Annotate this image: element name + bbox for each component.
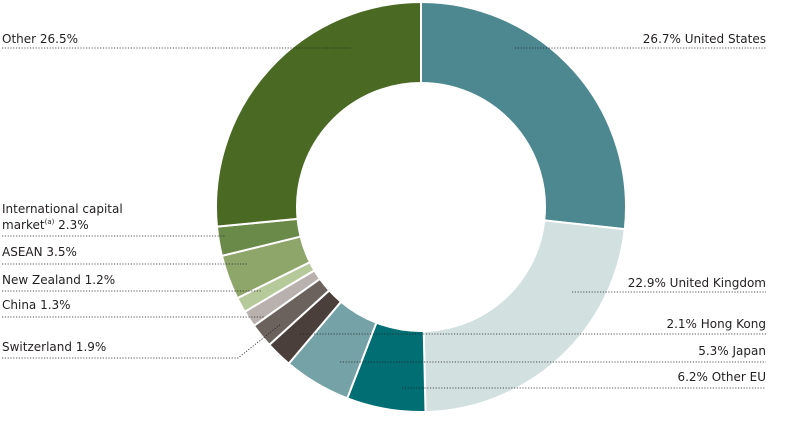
label-new-zealand: New Zealand 1.2% (2, 273, 115, 287)
label-china: China 1.3% (2, 298, 71, 312)
slice-labels: Other 26.5% 26.7% United States Internat… (2, 32, 766, 384)
label-other-eu: 6.2% Other EU (677, 370, 766, 384)
label-asean: ASEAN 3.5% (2, 245, 77, 259)
label-united-kingdom: 22.9% United Kingdom (628, 276, 766, 290)
label-intl-capital-market-line2: market(a) 2.3% (2, 218, 89, 232)
label-united-states: 26.7% United States (643, 32, 766, 46)
label-japan: 5.3% Japan (698, 344, 766, 358)
label-switzerland: Switzerland 1.9% (2, 340, 106, 354)
label-intl-capital-market-line1: International capital (2, 202, 123, 216)
label-intl-superscript: (a) (45, 218, 55, 226)
label-other: Other 26.5% (2, 32, 78, 46)
slice-other (215, 0, 422, 228)
label-intl-prefix: market (2, 218, 45, 232)
leader-lines (2, 47, 766, 389)
slice-united-kingdom (422, 219, 626, 413)
donut-slices (215, 0, 627, 413)
leader-switzerland (2, 323, 282, 359)
slice-united-states (420, 0, 627, 231)
label-hong-kong: 2.1% Hong Kong (666, 317, 766, 331)
label-intl-suffix: 2.3% (54, 218, 88, 232)
